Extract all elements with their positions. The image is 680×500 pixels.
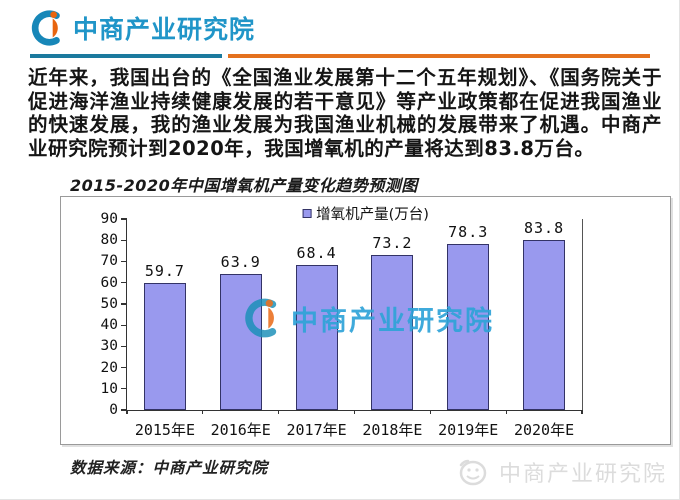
y-tick-mark — [121, 260, 127, 263]
bar — [523, 240, 566, 410]
wechat-icon — [459, 459, 487, 486]
bar-column: 78.3 — [430, 219, 506, 410]
y-tick-label: 70 — [100, 253, 118, 270]
bar-chart: 增氧机产量(万台) 59.7 63.9 68.4 73.2 78.3 83.8 2015年… — [60, 196, 671, 445]
intro-paragraph: 近年来，我国出台的《全国渔业发展第十二个五年规划》、《国务院关于促进海洋渔业持续… — [28, 66, 662, 160]
x-tick-mark — [202, 410, 204, 414]
y-tick-label: 60 — [100, 274, 118, 291]
header-divider-orange — [228, 54, 650, 58]
y-tick-label: 20 — [100, 359, 118, 376]
x-tick-label: 2020年E — [513, 421, 575, 439]
bars-row: 59.7 63.9 68.4 73.2 78.3 83.8 — [127, 219, 582, 410]
y-tick-label: 80 — [100, 232, 118, 249]
plot-area: 59.7 63.9 68.4 73.2 78.3 83.8 2015年E 2016年E 201… — [101, 212, 583, 439]
bar-value-label: 68.4 — [296, 243, 337, 262]
y-tick-mark — [121, 324, 127, 326]
bar-column: 59.7 — [127, 219, 203, 410]
y-tick-mark — [121, 218, 127, 220]
x-axis-labels: 2015年E 2016年E 2017年E 2018年E 2019年E 2020年E — [127, 419, 582, 440]
bar — [143, 283, 186, 410]
source-note: 数据来源：中商产业研究院 — [70, 459, 269, 477]
x-tick-label: 2017年E — [286, 421, 347, 439]
footer-watermark: 中商产业研究院 — [455, 455, 667, 489]
brand-logo-text: 中商产业研究院 — [73, 15, 256, 44]
bar-column: 83.8 — [506, 219, 582, 410]
y-tick-mark — [121, 345, 127, 347]
bar-value-label: 78.3 — [448, 222, 489, 241]
y-tick-mark — [121, 282, 127, 284]
bar-column: 73.2 — [354, 219, 430, 410]
bar-value-label: 73.2 — [372, 233, 413, 252]
bar-column: 63.9 — [203, 219, 279, 410]
y-tick-label: 90 — [100, 211, 118, 227]
legend-marker-icon — [302, 209, 312, 218]
x-tick-mark — [581, 410, 583, 414]
x-tick-mark — [126, 410, 128, 414]
bar-value-label: 59.7 — [144, 262, 185, 281]
x-tick-mark — [353, 410, 356, 414]
bar-column: 68.4 — [279, 219, 355, 410]
y-tick-mark — [121, 366, 127, 369]
bar-value-label: 83.8 — [523, 219, 565, 237]
chart-legend: 增氧机产量(万台) — [302, 203, 429, 224]
legend-label: 增氧机产量(万台) — [316, 207, 429, 223]
y-tick-label: 50 — [100, 295, 118, 312]
header-divider-blue — [30, 54, 222, 58]
bar — [219, 274, 262, 410]
x-tick-label: 2016年E — [210, 421, 271, 439]
chart-title: 2015-2020年中国增氧机产量变化趋势预测图 — [70, 176, 418, 195]
y-tick-label: 40 — [100, 317, 118, 334]
y-tick-label: 0 — [109, 402, 118, 418]
brand-logo-icon — [31, 10, 60, 46]
x-tick-label: 2015年E — [134, 421, 195, 439]
footer-watermark-text: 中商产业研究院 — [498, 462, 667, 487]
y-tick-label: 30 — [100, 338, 118, 355]
bar — [295, 264, 338, 410]
y-tick-mark — [121, 388, 127, 390]
y-tick-label: 10 — [100, 380, 118, 397]
x-tick-mark — [278, 410, 280, 414]
y-tick-mark — [121, 239, 127, 241]
bar-value-label: 63.9 — [220, 253, 261, 272]
x-tick-label: 2018年E — [362, 421, 423, 439]
x-tick-label: 2019年E — [438, 421, 499, 439]
x-tick-mark — [505, 410, 507, 414]
bar — [371, 254, 414, 410]
bar — [447, 243, 490, 410]
y-tick-mark — [121, 409, 127, 411]
y-tick-mark — [121, 303, 127, 305]
header-logo: 中商产业研究院 — [28, 9, 255, 47]
x-tick-mark — [429, 410, 431, 414]
